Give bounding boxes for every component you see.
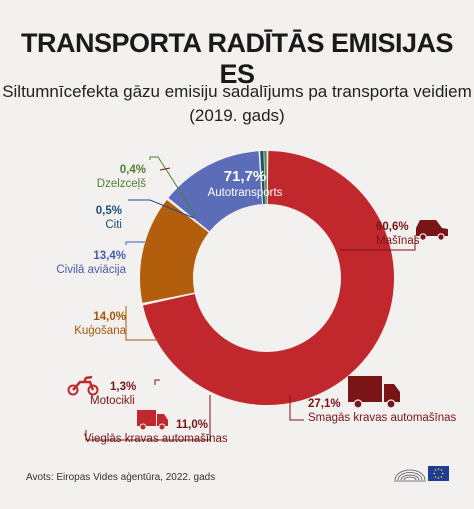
other-name: Citi: [105, 219, 122, 231]
road-slice: [143, 151, 395, 405]
truck-wheel-1: [353, 399, 363, 409]
motorcycle-icon: [72, 375, 95, 391]
vans-pct: 11,0%: [176, 419, 208, 431]
motorcycles-pct: 1,3%: [110, 381, 137, 393]
rail-slice: [264, 151, 267, 205]
leader-lines: [85, 156, 416, 441]
van-wheel-2: [158, 423, 166, 431]
trucks-pct: 27,1%: [308, 398, 341, 410]
vehicle-icons: [67, 220, 448, 431]
cars-name: Mašīnas: [376, 235, 420, 247]
cars-pct: 60,6%: [376, 221, 409, 233]
road-slice-pct: 71,7%: [223, 168, 267, 185]
vans-label: 11,0% Vieglās kravas automašīnas: [84, 418, 254, 446]
trucks-label: 27,1% Smagās kravas automašīnas: [308, 397, 468, 425]
other-slice: [260, 151, 265, 205]
shipping-label: 14,0% Kuģošana: [20, 310, 126, 338]
shipping-slice: [140, 199, 209, 303]
shipping-pct: 14,0%: [93, 311, 126, 323]
car-wheel-back: [437, 233, 445, 241]
aviation-label: 13,4% Civilā aviācija: [20, 249, 126, 277]
other-pct: 0,5%: [95, 205, 122, 217]
page-title: TRANSPORTA RADĪTĀS EMISIJAS ES: [20, 28, 454, 89]
subtitle-line-1: Siltumnīcefekta gāzu emisiju sadalījums …: [2, 82, 472, 101]
trucks-leader: [289, 395, 304, 421]
motorcycle-wheel-2: [87, 384, 99, 396]
van-icon: [137, 410, 168, 426]
truck-icon: [348, 376, 400, 402]
aviation-name: Civilā aviācija: [56, 264, 126, 276]
aviation-pct: 13,4%: [93, 250, 126, 262]
european-parliament-logo: [394, 466, 449, 482]
vans-name: Vieglās kravas automašīnas: [84, 433, 228, 445]
van-wheel-1: [139, 423, 147, 431]
other-leader: [128, 199, 195, 219]
motorcycle-wheel-1: [67, 384, 79, 396]
source-note: Avots: Eiropas Vides aģentūra, 2022. gad…: [26, 472, 216, 483]
motorcycles-label: 1,3% Motocikli: [90, 380, 182, 408]
road-leader: [159, 167, 171, 171]
car-wheel-front: [419, 233, 427, 241]
aviation-leader: [125, 241, 145, 245]
subtitle-line-2: (2019. gads): [189, 106, 285, 125]
cars-leader: [340, 235, 416, 251]
car-icon: [416, 220, 448, 236]
truck-wheel-2: [386, 399, 396, 409]
cars-label: 60,6% Mašīnas: [376, 220, 466, 248]
other-label: 0,5% Citi: [60, 204, 122, 232]
shipping-name: Kuģošana: [74, 325, 126, 337]
motorcycles-name: Motocikli: [90, 395, 135, 407]
page-subtitle: Siltumnīcefekta gāzu emisiju sadalījums …: [0, 80, 474, 128]
road-slice-name: Autotransports: [207, 187, 283, 199]
trucks-name: Smagās kravas automašīnas: [308, 412, 457, 424]
road-slice-label: 71,7% Autotransports: [190, 168, 300, 200]
donut-slices: [140, 151, 395, 405]
rail-leader: [149, 156, 197, 217]
rail-name: Dzelzceļš: [96, 178, 146, 190]
motorcycles-leader: [154, 379, 160, 385]
aviation-slice: [168, 151, 263, 232]
shipping-leader: [125, 306, 160, 341]
rail-pct: 0,4%: [119, 164, 146, 176]
vans-leader: [85, 395, 211, 441]
rail-label: 0,4% Dzelzceļš: [60, 163, 146, 191]
